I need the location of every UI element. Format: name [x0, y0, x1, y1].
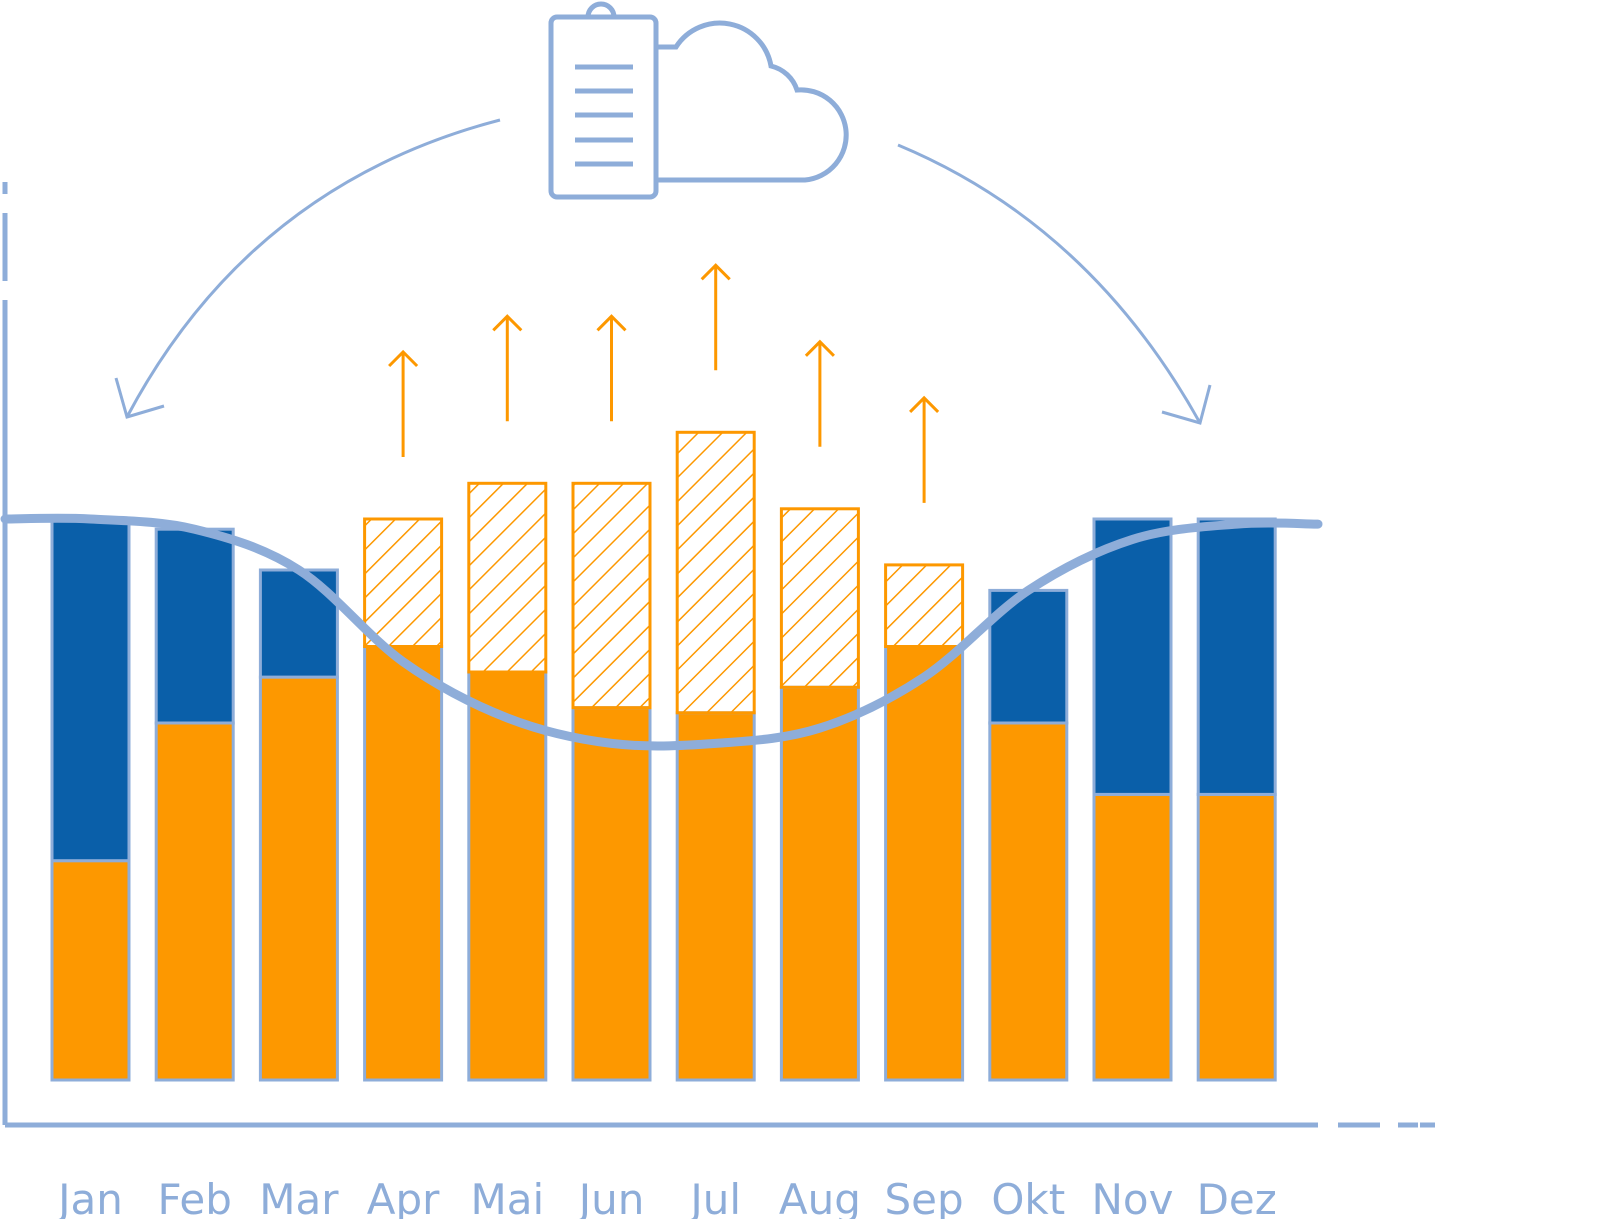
bar-orange-mai: [467, 670, 548, 1082]
cloud-icon: [656, 20, 849, 183]
month-label-sep: Sep: [885, 1175, 964, 1219]
month-labels: Jan Feb Mar Apr Mai Jun Jul Aug Sep Okt Nov Dez: [55, 1175, 1277, 1219]
month-label-aug: Aug: [779, 1175, 861, 1219]
bar-orange-nov: [1092, 792, 1173, 1082]
clipboard-board: [548, 14, 659, 200]
arrow-head-apr: [388, 349, 419, 368]
curved-arrows: [114, 118, 1212, 425]
bar-orange-jun: [571, 706, 652, 1082]
month-label-jun: Jun: [576, 1175, 645, 1219]
month-label-jan: Jan: [55, 1175, 123, 1219]
bar-orange-jan: [50, 859, 131, 1082]
seasonal-curve: [0, 513, 1323, 751]
month-label-nov: Nov: [1092, 1175, 1174, 1219]
bar-blue-feb: [154, 527, 235, 725]
month-label-okt: Okt: [991, 1175, 1065, 1219]
month-label-mai: Mai: [470, 1175, 544, 1219]
curve-layer: [0, 513, 1323, 751]
arrow-head-sep: [909, 395, 940, 413]
arrow-head-mai: [492, 314, 523, 332]
bar-orange-jul: [675, 711, 756, 1082]
month-label-feb: Feb: [158, 1175, 232, 1219]
bar-hatched-mai: [467, 481, 548, 674]
month-label-dez: Dez: [1197, 1175, 1277, 1219]
bar-blue-dez: [1196, 517, 1277, 796]
bar-hatched-aug: [779, 507, 860, 689]
clipboard-clip: [585, 1, 617, 18]
bar-orange-dez: [1196, 792, 1277, 1082]
left-arrow-head: [114, 377, 165, 419]
left-curved-arrow: [125, 118, 501, 418]
bar-hatched-jul: [675, 430, 756, 715]
bar-blue-jan: [50, 517, 131, 863]
bar-blue-nov: [1092, 517, 1173, 796]
bar-orange-feb: [154, 721, 235, 1082]
bar-orange-apr: [363, 645, 444, 1082]
bar-hatched-jun: [571, 481, 652, 710]
month-label-mar: Mar: [259, 1175, 339, 1219]
bar-hatched-sep: [884, 563, 965, 649]
arrow-head-jun: [596, 314, 627, 332]
bars-layer: [50, 430, 1277, 1082]
month-label-jul: Jul: [687, 1175, 741, 1219]
bar-orange-mar: [258, 675, 339, 1082]
upward-arrows-layer: [388, 263, 940, 503]
arrow-head-jul: [700, 263, 731, 281]
axes: [2, 182, 1435, 1128]
cloud-outline: [656, 20, 849, 183]
clipboard-icon: [548, 1, 659, 200]
bar-orange-sep: [884, 645, 965, 1082]
bar-orange-okt: [988, 721, 1069, 1082]
arrow-head-aug: [804, 339, 835, 357]
right-curved-arrow: [897, 143, 1202, 424]
bar-orange-aug: [779, 685, 860, 1082]
month-label-apr: Apr: [367, 1175, 440, 1219]
bar-hatched-apr: [363, 517, 444, 648]
right-arrow-head: [1161, 384, 1212, 425]
